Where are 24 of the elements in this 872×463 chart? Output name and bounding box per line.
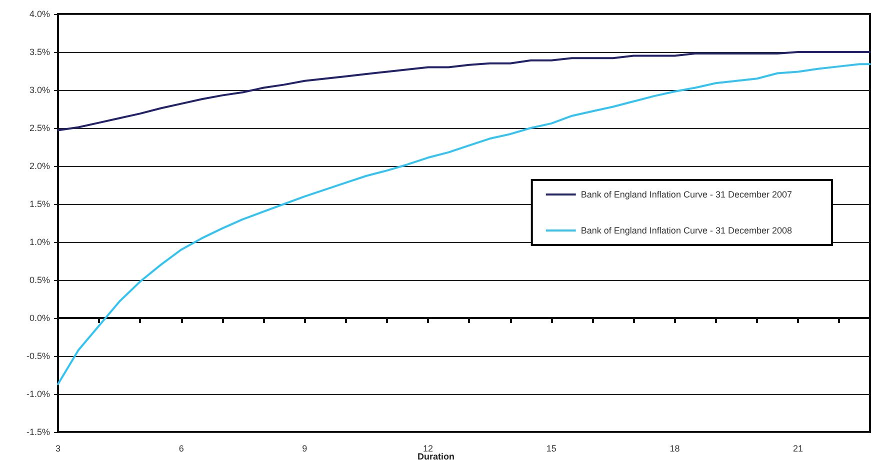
y-tick-label: 0.0% — [29, 313, 50, 323]
x-tick-label: 15 — [546, 444, 556, 454]
y-tick-label: 3.5% — [29, 47, 50, 57]
y-tick-label: 3.0% — [29, 85, 50, 95]
x-axis-title: Duration — [418, 452, 454, 462]
x-tick-label: 6 — [178, 444, 184, 454]
x-tick-label: 9 — [302, 444, 308, 454]
line-series — [57, 63, 871, 386]
line-series — [57, 51, 871, 132]
y-tick-label: 4.0% — [29, 9, 50, 19]
y-tick-label: 1.0% — [29, 237, 50, 247]
x-tick-label: 21 — [793, 444, 804, 454]
x-tick-label: 3 — [55, 444, 61, 454]
legend-label: Bank of England Inflation Curve - 31 December 2008 — [580, 226, 792, 236]
y-tick-label: 1.5% — [29, 199, 50, 209]
y-tick-label: -0.5% — [26, 351, 50, 361]
x-tick-label: 18 — [670, 444, 680, 454]
y-tick-label: -1.0% — [26, 389, 50, 399]
y-tick-label: 2.5% — [29, 123, 50, 133]
y-tick-label: 0.5% — [29, 275, 50, 285]
x-tick-label: 12 — [423, 444, 434, 454]
y-tick-label: -1.5% — [26, 427, 50, 437]
legend-label: Bank of England Inflation Curve - 31 December 2007 — [580, 190, 792, 200]
y-tick-label: 2.0% — [29, 161, 50, 171]
